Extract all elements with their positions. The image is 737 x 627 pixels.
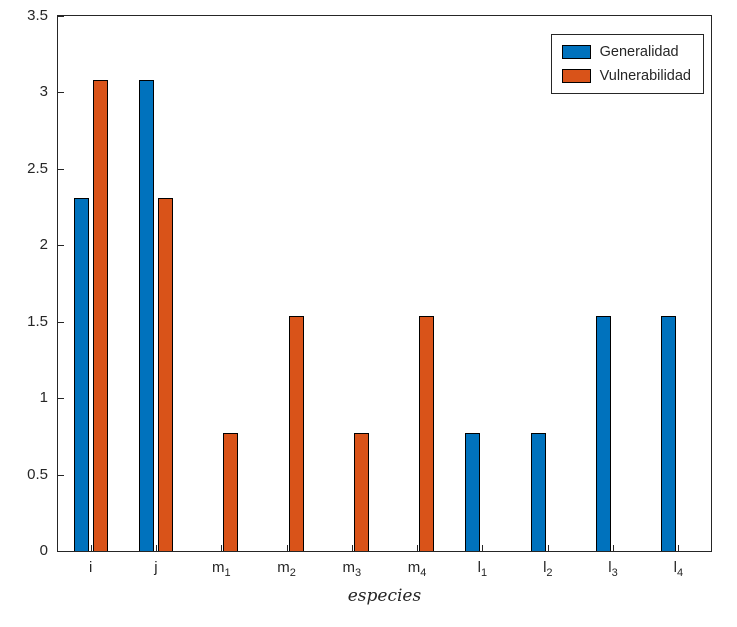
bar-vulnerabilidad-m3 (353, 433, 369, 551)
bar-vulnerabilidad-j (157, 197, 173, 551)
y-tick-mark (58, 245, 64, 247)
legend-item-vulnerabilidad: Vulnerabilidad (561, 68, 691, 84)
bar-vulnerabilidad-m2 (288, 315, 304, 551)
x-tick-mark (351, 545, 353, 551)
x-tick-label: l2 (543, 559, 553, 579)
x-tick-mark (417, 545, 419, 551)
x-tick-label: m4 (407, 559, 427, 579)
x-tick-mark (90, 545, 92, 551)
x-tick-mark (547, 545, 549, 551)
y-tick-mark (58, 398, 64, 400)
x-tick-mark (286, 545, 288, 551)
legend-label-generalidad: Generalidad (599, 44, 679, 60)
x-tick-mark (613, 545, 614, 551)
x-tick-label: l4 (673, 559, 684, 579)
y-tick-label: 3.5 (27, 7, 48, 24)
legend: Generalidad Vulnerabilidad (550, 34, 704, 94)
y-tick-mark (58, 321, 64, 323)
x-tick-label: l1 (477, 559, 488, 579)
y-tick-label: 2 (39, 236, 48, 254)
bar-vulnerabilidad-i (92, 80, 108, 551)
x-tick-label: m1 (211, 559, 231, 579)
y-tick-label: 0 (39, 542, 48, 559)
bar-generalidad-l2 (530, 433, 546, 551)
legend-label-vulnerabilidad: Vulnerabilidad (599, 68, 691, 84)
x-tick-mark (155, 545, 157, 551)
legend-swatch-generalidad (561, 45, 591, 59)
x-tick-mark (678, 545, 680, 551)
y-tick-label: 0.5 (27, 465, 48, 483)
y-tick-label: 3 (39, 83, 48, 101)
y-tick-mark (58, 168, 64, 170)
y-tick-label: 1.5 (27, 312, 48, 330)
y-tick-mark (58, 92, 64, 94)
legend-swatch-vulnerabilidad (561, 69, 591, 83)
x-tick-mark (221, 545, 223, 551)
x-tick-mark (482, 545, 484, 551)
plot-area: Generalidad Vulnerabilidad (57, 15, 712, 552)
y-tick-label: 1 (39, 389, 48, 407)
x-tick-label: i (89, 559, 93, 576)
x-axis-label: especies (347, 586, 422, 606)
bar-generalidad-i (73, 197, 89, 551)
y-tick-label: 2.5 (27, 159, 48, 177)
bar-vulnerabilidad-m1 (223, 433, 239, 551)
bar-generalidad-j (138, 80, 154, 551)
bar-vulnerabilidad-m4 (419, 315, 435, 551)
legend-item-generalidad: Generalidad (561, 44, 691, 60)
y-tick-mark (58, 16, 64, 17)
x-tick-label: m2 (277, 559, 296, 579)
y-tick-mark (58, 474, 64, 476)
x-tick-label: j (154, 559, 158, 576)
bar-generalidad-l1 (465, 433, 481, 551)
x-tick-label: m3 (342, 559, 362, 579)
x-tick-label: l3 (608, 559, 618, 579)
bar-generalidad-l3 (596, 315, 611, 551)
bar-generalidad-l4 (661, 315, 677, 551)
